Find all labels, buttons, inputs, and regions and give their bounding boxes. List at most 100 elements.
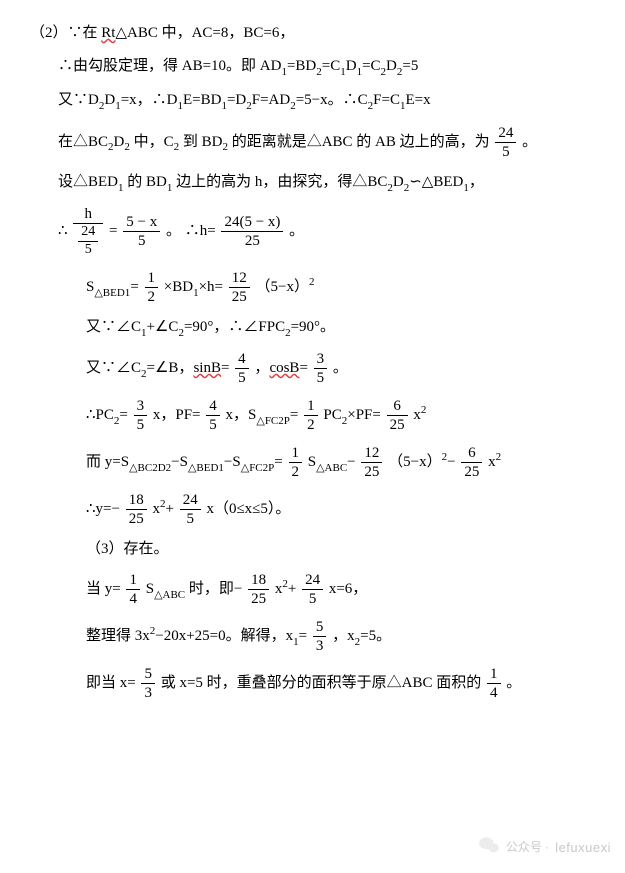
line-when: 当 y= 14 S△ABC 时，即− 1825 x2+ 245 x=6， bbox=[30, 571, 595, 608]
text: 又∵∠C bbox=[86, 360, 141, 376]
text: =BD bbox=[287, 58, 316, 74]
denom: 25 bbox=[361, 463, 382, 481]
text: −S bbox=[171, 454, 188, 470]
text: x=6， bbox=[329, 581, 367, 597]
numer: 12 bbox=[361, 444, 382, 463]
text: ∴y=− bbox=[86, 501, 120, 517]
text: 到 BD bbox=[179, 133, 222, 149]
text: =5 bbox=[402, 58, 418, 74]
numer: 3 bbox=[314, 350, 328, 369]
text: x，S bbox=[226, 407, 257, 423]
text: PC bbox=[323, 407, 341, 423]
text: + bbox=[288, 581, 296, 597]
sub: △FC2P bbox=[241, 462, 275, 474]
fraction: 625 bbox=[461, 444, 482, 481]
text: 边上的高为 h，由探究，得△BC bbox=[172, 174, 387, 190]
fraction: 35 bbox=[134, 397, 148, 434]
fraction: 1225 bbox=[361, 444, 382, 481]
sub: 2 bbox=[174, 141, 180, 153]
sub: △ABC bbox=[316, 462, 347, 474]
text: ∴由勾股定理，得 AB=10。即 AD bbox=[58, 58, 281, 74]
text: E=BD bbox=[183, 92, 221, 108]
sub: 2 bbox=[99, 100, 105, 112]
text: = bbox=[119, 407, 127, 423]
watermark-footer: 公众号 · lefuxuexi bbox=[478, 836, 611, 860]
text: 。 bbox=[518, 133, 537, 149]
sub: 1 bbox=[293, 636, 299, 648]
sub: 2 bbox=[404, 182, 410, 194]
text: （2）∵在 bbox=[30, 25, 101, 41]
text: 。 bbox=[289, 223, 304, 239]
text: F=AD bbox=[252, 92, 290, 108]
denom: 5 bbox=[235, 369, 249, 387]
text: 又∵∠C bbox=[86, 319, 141, 335]
fraction: 24(5 − x)25 bbox=[221, 213, 283, 250]
sub: 2 bbox=[178, 327, 184, 339]
text-rt: Rt bbox=[101, 25, 115, 41]
sub: 2 bbox=[397, 66, 403, 78]
numer: 24 bbox=[495, 124, 516, 143]
fraction: 625 bbox=[387, 397, 408, 434]
text: 而 y=S bbox=[86, 454, 129, 470]
text: D bbox=[386, 58, 397, 74]
text: 。 bbox=[506, 675, 521, 691]
text: = bbox=[290, 407, 298, 423]
line-height: 在△BC2D2 中，C2 到 BD2 的距离就是△ABC 的 AB 边上的高，为… bbox=[30, 124, 595, 161]
numer: 6 bbox=[461, 444, 482, 463]
text: ∽△BED bbox=[409, 174, 463, 190]
fraction: h 245 bbox=[73, 205, 103, 259]
denom: 4 bbox=[126, 590, 140, 608]
fraction: 45 bbox=[206, 397, 220, 434]
sub: 1 bbox=[357, 66, 363, 78]
text: （5−x） bbox=[256, 279, 309, 295]
numer: 24(5 − x) bbox=[221, 213, 283, 232]
sub: 2 bbox=[355, 636, 361, 648]
sub: 2 bbox=[222, 141, 228, 153]
text: x bbox=[488, 454, 496, 470]
denom: 2 bbox=[304, 416, 318, 434]
denom: 25 bbox=[387, 416, 408, 434]
text: + bbox=[165, 501, 173, 517]
text: （5−x） bbox=[388, 454, 441, 470]
fraction: 12 bbox=[289, 444, 303, 481]
text: 中，C bbox=[130, 133, 174, 149]
sub: 2 bbox=[290, 100, 296, 112]
numer: 5 − x bbox=[123, 213, 160, 232]
line-solve: 整理得 3x2−20x+25=0。解得，x1= 53 ，x2=5。 bbox=[30, 618, 595, 655]
denom: 25 bbox=[221, 232, 283, 250]
text: ×h= bbox=[199, 279, 223, 295]
numer: 1 bbox=[304, 397, 318, 416]
sub: 1 bbox=[340, 66, 346, 78]
text: 即当 x= bbox=[86, 675, 136, 691]
numer: 3 bbox=[134, 397, 148, 416]
text: − bbox=[347, 454, 355, 470]
footer-account: lefuxuexi bbox=[555, 838, 611, 858]
sub: △FC2P bbox=[256, 415, 290, 427]
fraction: 14 bbox=[487, 665, 501, 702]
sub: 1 bbox=[463, 182, 469, 194]
fraction: 245 bbox=[180, 491, 201, 528]
sub: △BED1 bbox=[94, 287, 130, 299]
line-yfinal: ∴y=− 1825 x2+ 245 x（0≤x≤5）。 bbox=[30, 491, 595, 528]
numer: h bbox=[73, 205, 103, 224]
sub: 1 bbox=[167, 182, 173, 194]
wechat-icon bbox=[478, 836, 500, 860]
text: S bbox=[146, 581, 154, 597]
sup: 2 bbox=[421, 404, 427, 416]
fraction: 1825 bbox=[126, 491, 147, 528]
footer-pub: 公众号 · bbox=[506, 838, 549, 856]
sub: 1 bbox=[177, 100, 183, 112]
numer: 18 bbox=[126, 491, 147, 510]
denom: 4 bbox=[487, 684, 501, 702]
text: ，x bbox=[332, 628, 355, 644]
text: +∠C bbox=[147, 319, 179, 335]
text: = bbox=[299, 360, 307, 376]
line-pythag: ∴由勾股定理，得 AB=10。即 AD1=BD2=C1D1=C2D2=5 bbox=[30, 55, 595, 80]
text: =5。 bbox=[360, 628, 391, 644]
denom: 5 bbox=[302, 590, 323, 608]
sub: 1 bbox=[193, 287, 199, 299]
denom: 5 bbox=[78, 242, 98, 259]
numer: 4 bbox=[206, 397, 220, 416]
fraction: 14 bbox=[126, 571, 140, 608]
text: = bbox=[221, 360, 229, 376]
